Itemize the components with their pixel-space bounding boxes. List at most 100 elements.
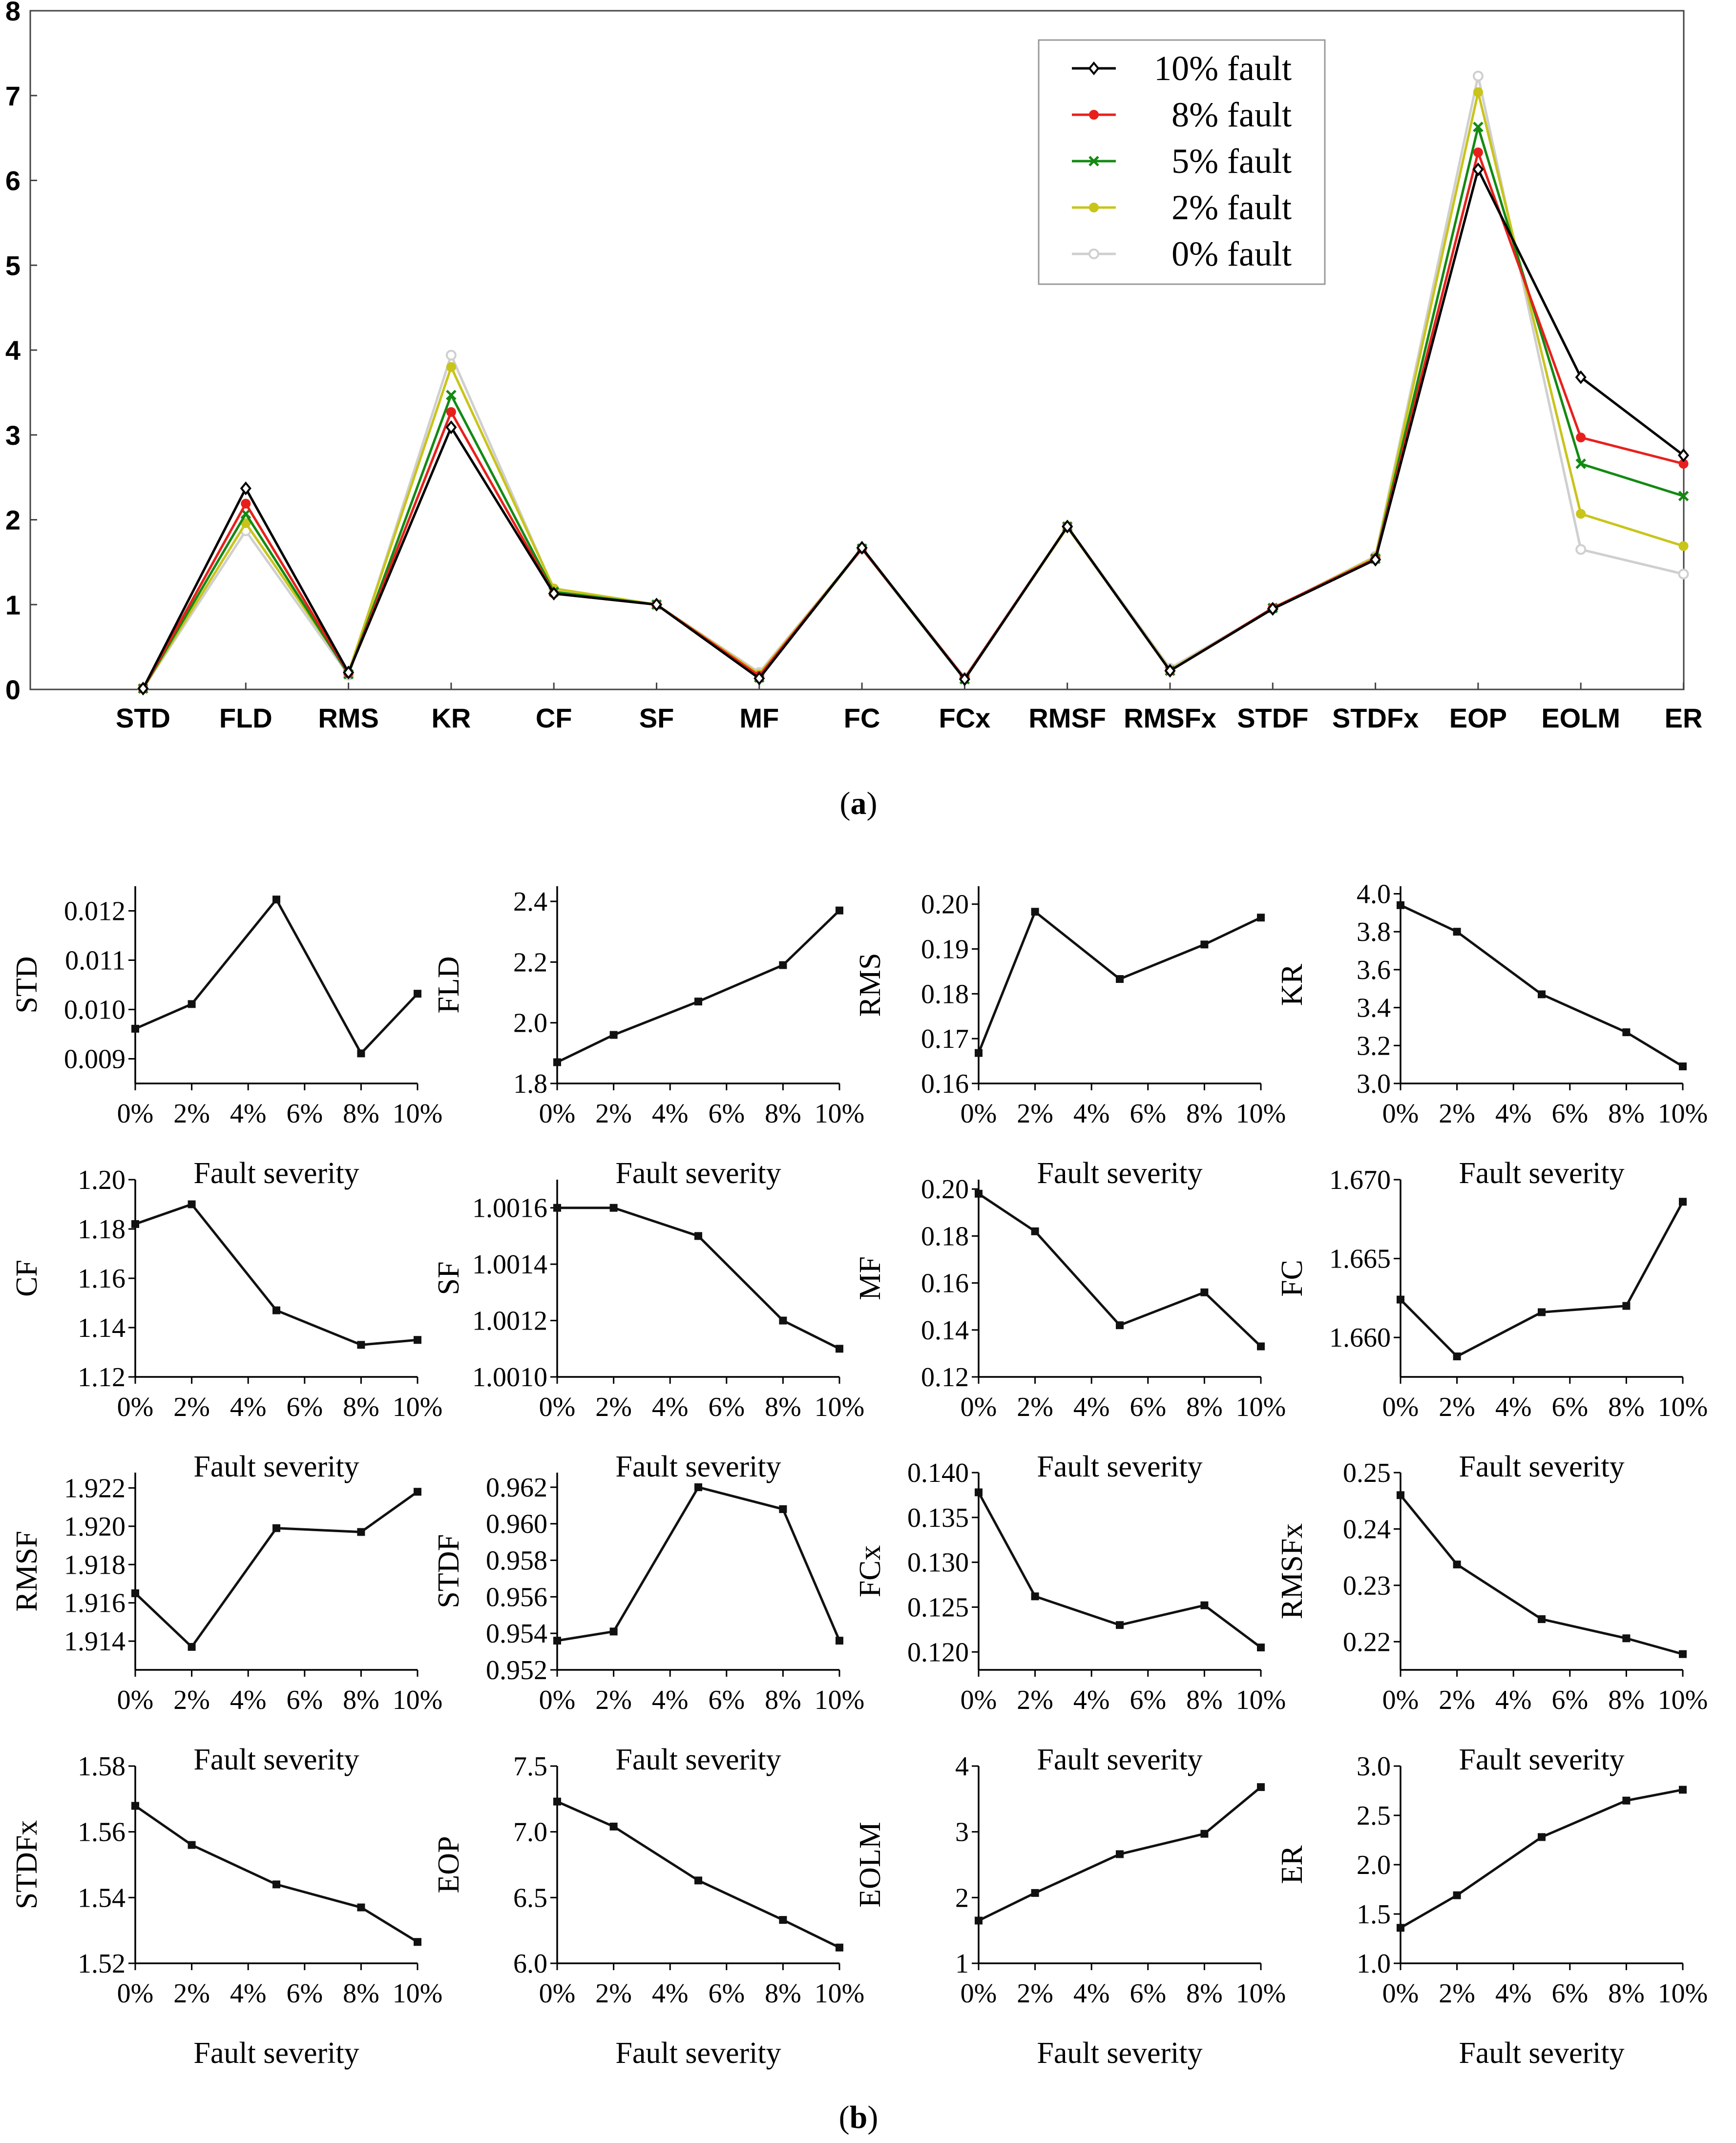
y-tick-label: 1.0010	[472, 1362, 547, 1393]
data-point	[357, 1049, 365, 1058]
x-tick-label: 4%	[1073, 1099, 1110, 1129]
y-tick-label: 0.16	[921, 1269, 969, 1299]
x-tick-label: 10%	[815, 1392, 865, 1422]
series-line	[556, 909, 840, 1063]
x-tick-label: 0%	[1382, 1978, 1419, 2009]
data-point	[1622, 1302, 1631, 1310]
data-point	[1679, 1650, 1687, 1658]
data-point	[1472, 70, 1484, 82]
y-tick-label: 1.922	[64, 1473, 125, 1503]
panel-fld: 1.8 2.0 2.2 2.4 0% 2% 4% 6% 8% 10% Fault severity F…	[432, 886, 864, 1190]
x-tick-label: STDFx	[1332, 703, 1419, 733]
y-tick-label: 0.130	[907, 1548, 969, 1578]
x-tick-label: 6%	[1551, 1392, 1588, 1422]
data-point	[856, 541, 868, 555]
data-point	[836, 1637, 843, 1645]
x-tick-label: 10%	[1236, 1099, 1286, 1129]
y-tick-label: 3	[5, 420, 21, 451]
data-point	[240, 481, 251, 496]
data-point	[779, 1316, 787, 1325]
x-tick-label: 2%	[1439, 1392, 1475, 1422]
y-axis-title: RMSFx	[1276, 1523, 1309, 1619]
data-point	[753, 671, 765, 686]
x-tick-label: 6%	[1129, 1685, 1166, 1715]
data-point	[1089, 203, 1099, 212]
data-point	[1200, 1288, 1209, 1296]
x-tick-label: 10%	[393, 1392, 443, 1422]
y-tick-label: 0.012	[64, 896, 125, 927]
x-tick-label: 10%	[1658, 1392, 1708, 1422]
x-tick-label: 0%	[117, 1978, 154, 2009]
x-tick-label: EOP	[1449, 703, 1507, 733]
data-point	[357, 1903, 365, 1912]
y-tick-label: 0.23	[1343, 1571, 1391, 1601]
data-point-stroke	[1575, 458, 1586, 469]
x-tick-label: 4%	[1495, 1099, 1532, 1129]
y-tick-label: 1.52	[78, 1949, 125, 1979]
x-axis-title: Fault severity	[193, 1157, 359, 1190]
y-tick-label: 1.5	[1357, 1899, 1391, 1930]
data-point-stroke	[446, 390, 457, 400]
data-point	[1679, 1198, 1687, 1206]
data-point-stroke	[240, 508, 251, 520]
y-tick-label: 1	[5, 589, 21, 620]
data-point	[553, 1058, 561, 1066]
y-tick-label: 1.0014	[472, 1249, 547, 1280]
x-tick-label: 4%	[1073, 1392, 1110, 1422]
x-tick-label: 2%	[173, 1392, 210, 1422]
x-tick-label: 0%	[961, 1978, 997, 2009]
data-point	[131, 1802, 139, 1810]
x-tick-label: 6%	[708, 1685, 745, 1715]
data-point	[975, 1488, 983, 1497]
data-point	[1088, 156, 1099, 166]
data-point	[694, 1483, 702, 1491]
y-tick-label: 1.54	[78, 1883, 125, 1913]
x-tick-label: 4%	[1495, 1685, 1532, 1715]
data-point	[131, 1024, 139, 1033]
data-point	[1538, 990, 1546, 999]
data-point	[137, 682, 149, 696]
data-point	[1257, 1783, 1265, 1791]
data-point	[694, 1876, 702, 1885]
data-point	[1164, 664, 1176, 678]
x-tick-label: 0%	[539, 1978, 576, 2009]
x-tick-label: 6%	[708, 1978, 745, 2009]
data-point	[188, 1643, 196, 1651]
data-point	[779, 1505, 787, 1513]
data-point	[414, 1938, 421, 1946]
data-point	[1370, 553, 1381, 567]
y-tick-label: 0.20	[921, 1174, 969, 1205]
data-point	[548, 586, 560, 601]
y-tick-label: 0.954	[486, 1619, 547, 1649]
data-point	[609, 1822, 618, 1831]
y-axis-title: STDFx	[10, 1820, 43, 1910]
data-point	[1576, 509, 1586, 519]
y-tick-label: 2.0	[1357, 1850, 1391, 1880]
y-tick-label: 5	[5, 250, 21, 281]
x-tick-label: STD	[116, 703, 170, 733]
x-tick-label: 0%	[961, 1392, 997, 1422]
y-tick-label: 0.17	[921, 1024, 969, 1054]
data-point	[1622, 1028, 1631, 1037]
x-tick-label: 2%	[173, 1099, 210, 1129]
x-tick-label: 10%	[1658, 1978, 1708, 2009]
series-line	[1400, 904, 1684, 1068]
series-line	[134, 898, 418, 1055]
y-tick-label: 7.0	[513, 1817, 547, 1848]
series-line	[557, 1207, 840, 1350]
x-tick-label: 6%	[286, 1978, 323, 2009]
x-tick-label: 2%	[1017, 1099, 1053, 1129]
panel-rms: 0.16 0.17 0.18 0.19 0.20 0% 2% 4% 6% 8% 10% Fault s…	[854, 886, 1286, 1190]
y-tick-label: 8	[5, 0, 21, 26]
x-tick-label: 2%	[595, 1392, 632, 1422]
y-tick-label: 7.5	[513, 1751, 547, 1782]
data-point	[1678, 491, 1689, 501]
data-point	[1677, 448, 1690, 462]
panel-mf: 0.12 0.14 0.16 0.18 0.20 0% 2% 4% 6% 8% 10% Fault s…	[854, 1174, 1286, 1483]
x-tick-label: 4%	[1495, 1978, 1532, 2009]
x-axis-title: Fault severity	[1459, 1157, 1624, 1190]
series-line	[557, 1486, 841, 1642]
x-tick-label: CF	[536, 703, 572, 733]
data-point	[1576, 432, 1586, 442]
panel-rmsfx: 0.22 0.23 0.24 0.25 0% 2% 4% 6% 8% 10% Fault sever…	[1276, 1458, 1708, 1776]
